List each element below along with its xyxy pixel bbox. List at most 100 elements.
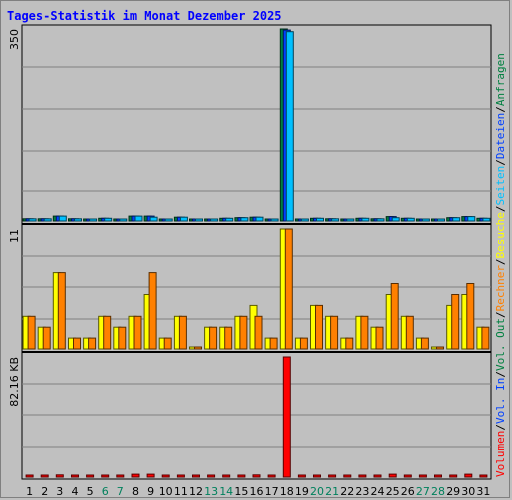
volume-bar-volumen-22 (343, 474, 352, 478)
x-tick-label-day-19: 19 (295, 485, 309, 498)
visits-bar-rechner-27 (420, 337, 429, 350)
visits-bar-rechner-4 (73, 337, 81, 350)
visits-bar-rechner-13 (209, 326, 218, 350)
requests-bar-seiten-13 (210, 218, 219, 222)
requests-bar-seiten-31 (482, 217, 491, 222)
visits-bar-rechner-1 (27, 315, 36, 350)
x-tick-label-day-6: 6 (102, 485, 109, 498)
x-tick-label-day-5: 5 (87, 485, 94, 498)
y-axis-max-label: 11 (8, 229, 21, 243)
volume-bar-volumen-8 (131, 473, 140, 478)
legend-separator: / (494, 159, 507, 166)
requests-bar-seiten-29 (452, 217, 461, 222)
visits-bar-rechner-20 (315, 304, 323, 350)
requests-bar-seiten-28 (437, 218, 445, 222)
volume-bar-volumen-25 (388, 473, 397, 478)
volume-bar-volumen-26 (403, 474, 412, 478)
volume-bar-volumen-30 (464, 473, 473, 478)
legend-item-rechner: Rechner (494, 265, 507, 312)
legend-separator: / (494, 371, 507, 378)
visits-bar-rechner-29 (451, 294, 460, 350)
x-tick-label-day-9: 9 (147, 485, 154, 498)
visits-bar-rechner-7 (118, 326, 127, 350)
volume-bar-volumen-31 (479, 474, 488, 478)
volume-bar-volumen-11 (176, 474, 185, 478)
visits-bar-rechner-3 (57, 272, 66, 350)
x-tick-label-day-20: 20 (310, 485, 324, 498)
right-legend: Volumen/Vol. In/Vol. Out/Rechner/Besuche… (494, 53, 507, 477)
volume-bar-volumen-20 (313, 474, 321, 478)
volume-bar-volumen-15 (237, 474, 246, 478)
visits-bar-rechner-5 (88, 337, 97, 350)
x-tick-label-day-1: 1 (26, 485, 33, 498)
visits-bar-rechner-25 (390, 283, 399, 350)
legend-separator: / (494, 205, 507, 212)
legend-separator: / (494, 258, 507, 265)
requests-bar-seiten-24 (376, 218, 385, 222)
visits-bar-rechner-28 (436, 346, 444, 350)
x-tick-label-day-26: 26 (401, 485, 415, 498)
x-tick-label-day-4: 4 (72, 485, 79, 498)
visits-bar-rechner-17 (269, 337, 278, 350)
visits-bar-rechner-10 (163, 337, 172, 350)
volume-bar-volumen-1 (25, 474, 34, 478)
x-tick-label-day-28: 28 (431, 485, 445, 498)
requests-bar-seiten-12 (195, 218, 203, 222)
x-tick-label-day-21: 21 (325, 485, 339, 498)
requests-bar-seiten-22 (346, 218, 355, 222)
visits-bar-rechner-14 (224, 326, 233, 350)
requests-bar-seiten-20 (316, 217, 324, 222)
x-tick-label-day-22: 22 (340, 485, 354, 498)
volume-bar-volumen-24 (373, 474, 382, 478)
volume-bar-volumen-29 (449, 474, 458, 478)
legend-separator: / (494, 311, 507, 318)
chart-title: Tages-Statistik im Monat Dezember 2025 (7, 9, 282, 23)
x-tick-label-day-24: 24 (371, 485, 385, 498)
requests-bar-seiten-1 (28, 218, 37, 222)
volume-bar-volumen-18 (282, 356, 291, 478)
volume-bar-volumen-16 (252, 474, 261, 478)
volume-bar-volumen-27 (418, 474, 427, 478)
volume-bar-volumen-12 (192, 474, 200, 478)
x-tick-label-day-8: 8 (132, 485, 139, 498)
x-tick-label-day-12: 12 (189, 485, 203, 498)
volume-bar-volumen-2 (40, 474, 49, 478)
requests-bar-seiten-8 (134, 215, 143, 222)
requests-bar-seiten-17 (270, 218, 279, 222)
visits-bar-rechner-30 (466, 283, 475, 350)
requests-bar-seiten-15 (240, 217, 249, 222)
requests-bar-seiten-5 (89, 218, 98, 222)
visits-bar-rechner-26 (405, 315, 414, 350)
requests-bar-seiten-16 (255, 216, 264, 222)
visits-bar-rechner-22 (345, 337, 354, 350)
x-tick-label-day-29: 29 (446, 485, 460, 498)
volume-bar-volumen-5 (86, 474, 95, 478)
legend-item-vol-in: Vol. In (494, 378, 507, 424)
x-tick-label-day-11: 11 (174, 485, 188, 498)
requests-bar-seiten-3 (58, 215, 67, 222)
requests-bar-seiten-10 (164, 218, 173, 222)
visits-bar-rechner-6 (103, 315, 112, 350)
x-tick-label-day-13: 13 (204, 485, 218, 498)
visits-bar-rechner-2 (42, 326, 51, 350)
visits-bar-rechner-24 (375, 326, 384, 350)
visits-bar-rechner-21 (330, 315, 339, 350)
legend-item-besuche: Besuche (494, 212, 507, 258)
x-tick-label-day-3: 3 (56, 485, 63, 498)
legend-item-volumen: Volumen (494, 431, 507, 477)
visits-bar-rechner-9 (148, 272, 157, 350)
volume-bar-volumen-14 (222, 474, 231, 478)
x-tick-label-day-31: 31 (476, 485, 490, 498)
legend-separator: / (494, 106, 507, 113)
visits-bar-rechner-23 (360, 315, 369, 350)
visits-bar-rechner-15 (239, 315, 248, 350)
volume-bar-volumen-7 (116, 474, 125, 478)
requests-bar-seiten-26 (406, 217, 415, 222)
legend-item-vol-out: Vol. Out (494, 318, 507, 371)
volume-bar-volumen-21 (328, 474, 337, 478)
requests-bar-seiten-30 (467, 216, 476, 222)
legend-item-seiten: Seiten (494, 166, 507, 206)
x-tick-label-day-14: 14 (219, 485, 233, 498)
volume-bar-volumen-9 (146, 473, 155, 478)
